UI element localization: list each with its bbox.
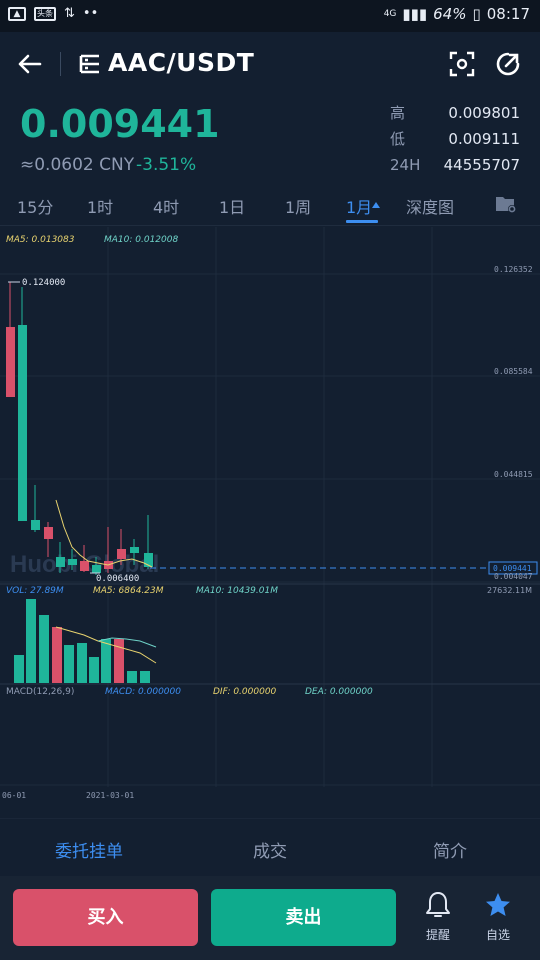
battery-percent: 64% <box>433 5 467 23</box>
y-tick-2: 0.085584 <box>494 367 533 376</box>
volume-bar <box>39 615 49 683</box>
chart-grid <box>0 227 540 787</box>
usb-icon: ⇅ <box>64 6 75 21</box>
stat-24h: 24H 44555707 <box>390 156 520 174</box>
y-tick-current: 0.009441 <box>493 564 532 573</box>
candle-body <box>130 547 139 553</box>
header-divider <box>60 52 61 76</box>
tab-intro[interactable]: 简介 <box>433 842 467 862</box>
more-icon: •• <box>82 6 99 21</box>
volume-bar <box>26 599 36 683</box>
vol-ma5-legend: MA5: 6864.23M <box>93 586 164 596</box>
tab-1w[interactable]: 1周 <box>285 198 312 217</box>
signal-icon: ▮▮▮ <box>402 5 428 23</box>
price-cny: ≈0.0602 CNY <box>20 155 135 175</box>
bottom-tabs: 委托挂单 成交 简介 <box>0 818 540 874</box>
kline-svg: Huobi Global 0.126352 0.085584 0.044815 … <box>0 227 540 800</box>
vol-max-label: 27632.11M <box>487 586 533 595</box>
pair-title[interactable]: AAC/USDT <box>108 48 255 77</box>
tab-4h[interactable]: 4时 <box>153 198 180 217</box>
vol-ma10-legend: MA10: 10439.01M <box>196 586 278 596</box>
tab-trades[interactable]: 成交 <box>253 842 287 862</box>
volume-bar <box>127 671 137 683</box>
active-tab-indicator <box>346 220 378 223</box>
macd-title: MACD(12,26,9) <box>6 687 75 697</box>
sell-button[interactable]: 卖出 <box>211 889 396 946</box>
bell-icon <box>426 892 450 917</box>
candle-body <box>18 325 27 521</box>
alert-label: 提醒 <box>425 928 450 942</box>
y-tick-1: 0.126352 <box>494 265 533 274</box>
news-icon: 头条 <box>34 6 56 21</box>
alert-button[interactable]: 提醒 <box>418 890 458 950</box>
candle-body <box>144 553 153 567</box>
favorite-button[interactable]: 自选 <box>478 890 518 950</box>
volume-bar <box>140 671 150 683</box>
y-tick-4: 0.004047 <box>494 572 533 581</box>
interval-tabs: 15分 1时 4时 1日 1周 1月 深度图 <box>0 186 540 226</box>
tab-1d[interactable]: 1日 <box>219 198 246 217</box>
candle-body <box>117 549 126 559</box>
dif-legend: DIF: 0.000000 <box>213 687 277 697</box>
main-ma10-legend: MA10: 0.012008 <box>104 235 179 245</box>
clock: 08:17 <box>486 5 530 23</box>
low-label: 0.006400 <box>96 574 139 584</box>
volume-bar <box>101 639 111 683</box>
buy-button[interactable]: 买入 <box>13 889 198 946</box>
image-icon: ▲ <box>8 6 26 21</box>
current-price-tag <box>488 561 538 575</box>
pair-menu-icon[interactable] <box>78 52 102 76</box>
candle-body <box>92 565 101 573</box>
battery-icon: ▯ <box>472 5 481 23</box>
tab-1h[interactable]: 1时 <box>87 198 114 217</box>
tab-1mo[interactable]: 1月 <box>346 198 373 217</box>
last-price: 0.009441 <box>20 102 220 146</box>
kline-chart[interactable]: Huobi Global 0.126352 0.085584 0.044815 … <box>0 227 540 807</box>
dea-legend: DEA: 0.000000 <box>305 687 373 697</box>
volume-bar <box>64 645 74 683</box>
candle-body <box>56 557 65 567</box>
volume-bar <box>89 657 99 683</box>
volume-bar <box>52 627 62 683</box>
candle-body <box>44 527 53 539</box>
tab-15m[interactable]: 15分 <box>17 198 54 217</box>
volume-bars <box>14 599 150 683</box>
tab-depth[interactable]: 深度图 <box>406 198 455 217</box>
share-icon[interactable] <box>494 50 522 78</box>
status-bar: ▲ 头条 ⇅ •• 4G ▮▮▮ 64% ▯ 08:17 <box>0 0 540 32</box>
star-icon <box>486 893 510 916</box>
price-stats: 高 0.009801 低 0.009111 24H 44555707 <box>390 100 520 178</box>
macd-legend: MACD: 0.000000 <box>105 687 181 697</box>
vol-legend: VOL: 27.89M <box>6 586 64 596</box>
stat-high: 高 0.009801 <box>390 104 520 122</box>
chart-settings-icon[interactable] <box>494 192 518 216</box>
y-tick-3: 0.044815 <box>494 470 533 479</box>
candle-body <box>31 520 40 530</box>
volume-bar <box>114 639 124 683</box>
back-arrow-icon[interactable] <box>14 48 46 80</box>
header: AAC/USDT <box>0 32 540 96</box>
fullscreen-icon[interactable] <box>448 50 476 78</box>
main-ma5-legend: MA5: 0.013083 <box>6 235 75 245</box>
ma5-line <box>55 499 153 568</box>
candle-body <box>68 559 77 565</box>
vol-ma5-line <box>55 626 157 664</box>
action-bar: 买入 卖出 提醒 自选 <box>0 876 540 960</box>
x-label-1: 06-01 <box>2 791 26 800</box>
tab-open-orders[interactable]: 委托挂单 <box>55 842 123 862</box>
volume-bar <box>14 655 24 683</box>
high-label: 0.124000 <box>22 278 65 288</box>
volume-bar <box>77 643 87 683</box>
candles <box>6 282 153 575</box>
tab-caret-icon <box>372 202 380 208</box>
vol-ma10-line <box>97 637 157 648</box>
x-label-2: 2021-03-01 <box>86 791 134 800</box>
favorite-label: 自选 <box>485 928 510 942</box>
price-change: -3.51% <box>136 155 197 175</box>
network-label: 4G <box>383 9 397 19</box>
stat-low: 低 0.009111 <box>390 130 520 148</box>
candle-body <box>6 327 15 397</box>
candle-body <box>80 561 89 571</box>
